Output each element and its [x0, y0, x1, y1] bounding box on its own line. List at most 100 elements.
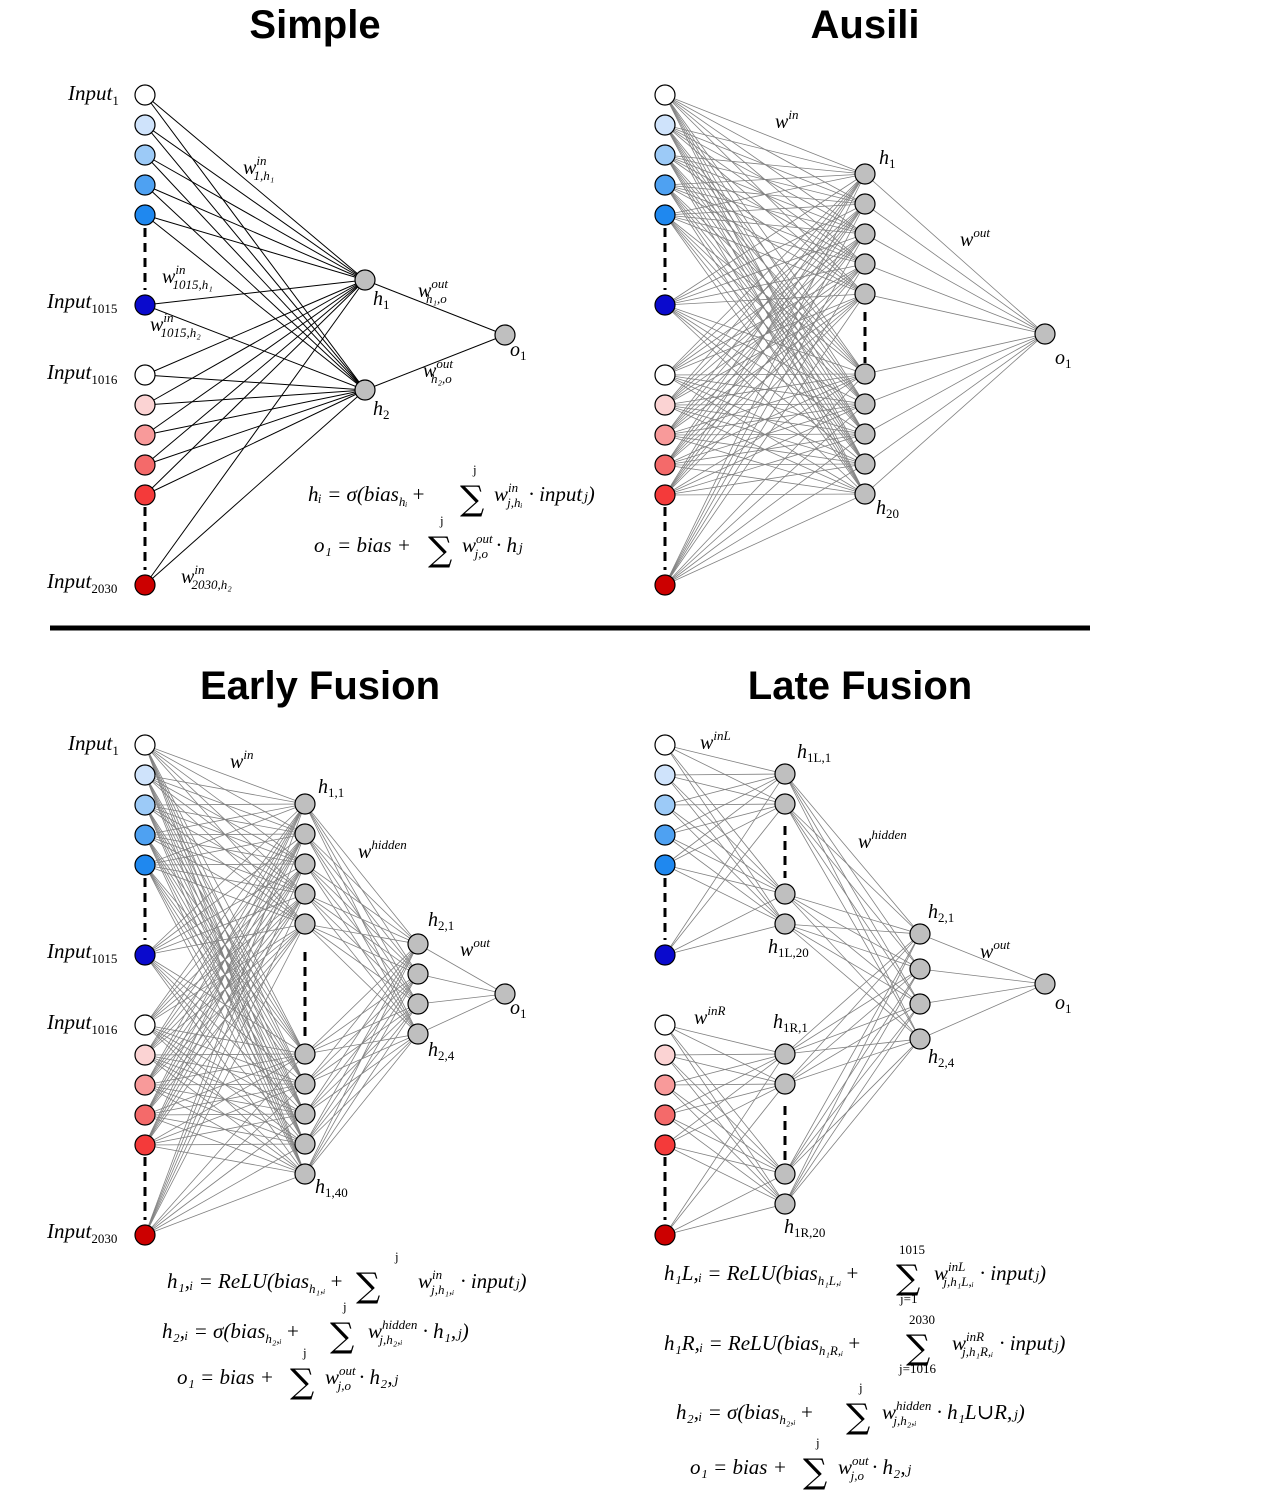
- svg-text:h₁R,ᵢ = ReLU(biash₁R,ᵢ +: h₁R,ᵢ = ReLU(biash₁R,ᵢ +: [664, 1331, 860, 1358]
- edge-input-hidden: [664, 233, 866, 586]
- edge-input-left: [664, 773, 786, 806]
- hidden-node: [407, 1023, 429, 1045]
- svg-text:j: j: [394, 1249, 399, 1264]
- edge-input-hidden: [664, 304, 866, 435]
- edge-input-hidden: [144, 923, 306, 1236]
- input-node: [654, 204, 676, 226]
- input-node: [654, 144, 676, 166]
- edge-input-hidden: [144, 803, 306, 956]
- hidden-node: [294, 793, 316, 815]
- hidden-node: [294, 1043, 316, 1065]
- edge-hidden-hidden: [784, 968, 921, 1205]
- edge-input-hidden: [664, 214, 866, 435]
- edge-input-hidden: [664, 203, 866, 216]
- input-node: [134, 794, 156, 816]
- edge-hidden-output: [864, 333, 1046, 405]
- edge-hidden-hidden: [784, 773, 921, 935]
- input-node: [134, 424, 156, 446]
- edge-hidden-output: [864, 203, 1046, 335]
- input-node: [134, 944, 156, 966]
- edge-hidden-hidden: [784, 1038, 921, 1055]
- input-node: [654, 794, 676, 816]
- edge-input-hidden: [144, 803, 306, 1056]
- hidden-label-h1-40: h1,40: [315, 1176, 348, 1200]
- edge-hidden-output: [864, 333, 1046, 495]
- edge-hidden-hidden: [784, 1003, 921, 1085]
- edge-input-hidden: [144, 1143, 306, 1236]
- edge-input-hidden: [144, 389, 366, 466]
- edge-hidden-output: [864, 173, 1046, 335]
- hidden-label-h2-4: h2,4: [928, 1046, 955, 1070]
- equation-simple-hidden: hᵢ = σ(biashᵢ + ∑ j win j,hᵢ · inputⱼ): [308, 462, 595, 519]
- edge-input-hidden: [664, 263, 866, 586]
- edge-input-hidden: [144, 744, 306, 805]
- edge-input-hidden: [664, 214, 866, 235]
- edge-input-left: [664, 803, 786, 956]
- svg-text:∑: ∑: [356, 1266, 380, 1306]
- input-node: [134, 1074, 156, 1096]
- hidden-node: [294, 913, 316, 935]
- edge-hidden-hidden: [784, 933, 921, 1175]
- edge-input-hidden: [144, 184, 366, 281]
- input-node: [134, 1104, 156, 1126]
- edge-hidden-hidden: [304, 943, 419, 1145]
- edge-hidden-hidden: [784, 923, 921, 1005]
- input-node: [134, 764, 156, 786]
- edge-hidden-hidden: [784, 1003, 921, 1205]
- input-node: [134, 84, 156, 106]
- edge-hidden-hidden: [784, 773, 921, 1040]
- edge-input-hidden: [664, 403, 866, 586]
- input-node: [654, 574, 676, 596]
- edge-hidden-hidden: [784, 773, 921, 970]
- equation-late-hidden-left: h₁L,ᵢ = ReLU(biash₁L,ᵢ + ∑ 1015 j=1 winL…: [664, 1242, 1046, 1306]
- edge-input-hidden: [144, 1053, 306, 1116]
- edge-hidden-hidden: [784, 1003, 921, 1055]
- weight-label-w-in: win: [230, 747, 253, 773]
- edge-input-hidden: [664, 214, 866, 375]
- edge-input-hidden: [144, 184, 366, 391]
- input-label-1016: Input1016: [46, 360, 118, 387]
- edge-hidden-hidden: [784, 1038, 921, 1205]
- edge-hidden-hidden: [304, 943, 419, 1055]
- edge-input-left: [664, 773, 786, 956]
- edge-hidden-hidden: [784, 893, 921, 1005]
- edge-hidden-hidden: [784, 803, 921, 1005]
- hidden-node: [774, 1043, 796, 1065]
- hidden-label-h2-1: h2,1: [428, 909, 454, 933]
- edge-input-hidden: [144, 279, 366, 406]
- svg-text:j: j: [858, 1380, 863, 1395]
- edge-hidden-hidden: [304, 923, 419, 1005]
- edge-input-hidden: [664, 373, 866, 496]
- edge-input-hidden: [664, 173, 866, 216]
- edge-input-hidden: [664, 203, 866, 496]
- edge-input-hidden: [664, 373, 866, 376]
- hidden-label-h2: h2: [373, 398, 390, 422]
- svg-text:h₁,ᵢ = ReLU(biash₁,ᵢ +: h₁,ᵢ = ReLU(biash₁,ᵢ +: [167, 1269, 342, 1296]
- edge-input-hidden: [664, 493, 866, 586]
- edge-input-right: [664, 1083, 786, 1236]
- edge-input-hidden: [144, 1053, 306, 1056]
- edge-input-hidden: [144, 154, 366, 281]
- input-node: [654, 944, 676, 966]
- edge-hidden-output: [919, 983, 1046, 1040]
- edge-input-hidden: [664, 373, 866, 436]
- equation-simple-output: o₁ = bias + ∑ j wout j,o · hⱼ: [314, 513, 523, 570]
- edge-hidden-hidden: [784, 893, 921, 1040]
- input-label-1015: Input1015: [46, 939, 117, 966]
- edge-input-hidden: [144, 279, 366, 306]
- edge-input-hidden: [144, 1083, 306, 1236]
- weight-label-w-in-1015-h2: win 1015,h₂: [150, 310, 201, 340]
- hidden-node: [294, 1133, 316, 1155]
- equation-early-hidden1: h₁,ᵢ = ReLU(biash₁,ᵢ + ∑ j win j,h₁,ᵢ · in…: [167, 1249, 527, 1306]
- edge-input-hidden: [144, 923, 306, 956]
- edge-input-hidden: [664, 433, 866, 586]
- edge-input-hidden: [144, 279, 366, 436]
- edge-input-hidden: [664, 293, 866, 306]
- svg-text:o₁ = bias +: o₁ = bias +: [177, 1365, 274, 1389]
- output-node: [1034, 973, 1056, 995]
- edge-hidden-output: [417, 973, 506, 995]
- edge-input-hidden: [144, 803, 306, 806]
- edge-hidden-hidden: [784, 1003, 921, 1175]
- edge-input-hidden: [664, 173, 866, 186]
